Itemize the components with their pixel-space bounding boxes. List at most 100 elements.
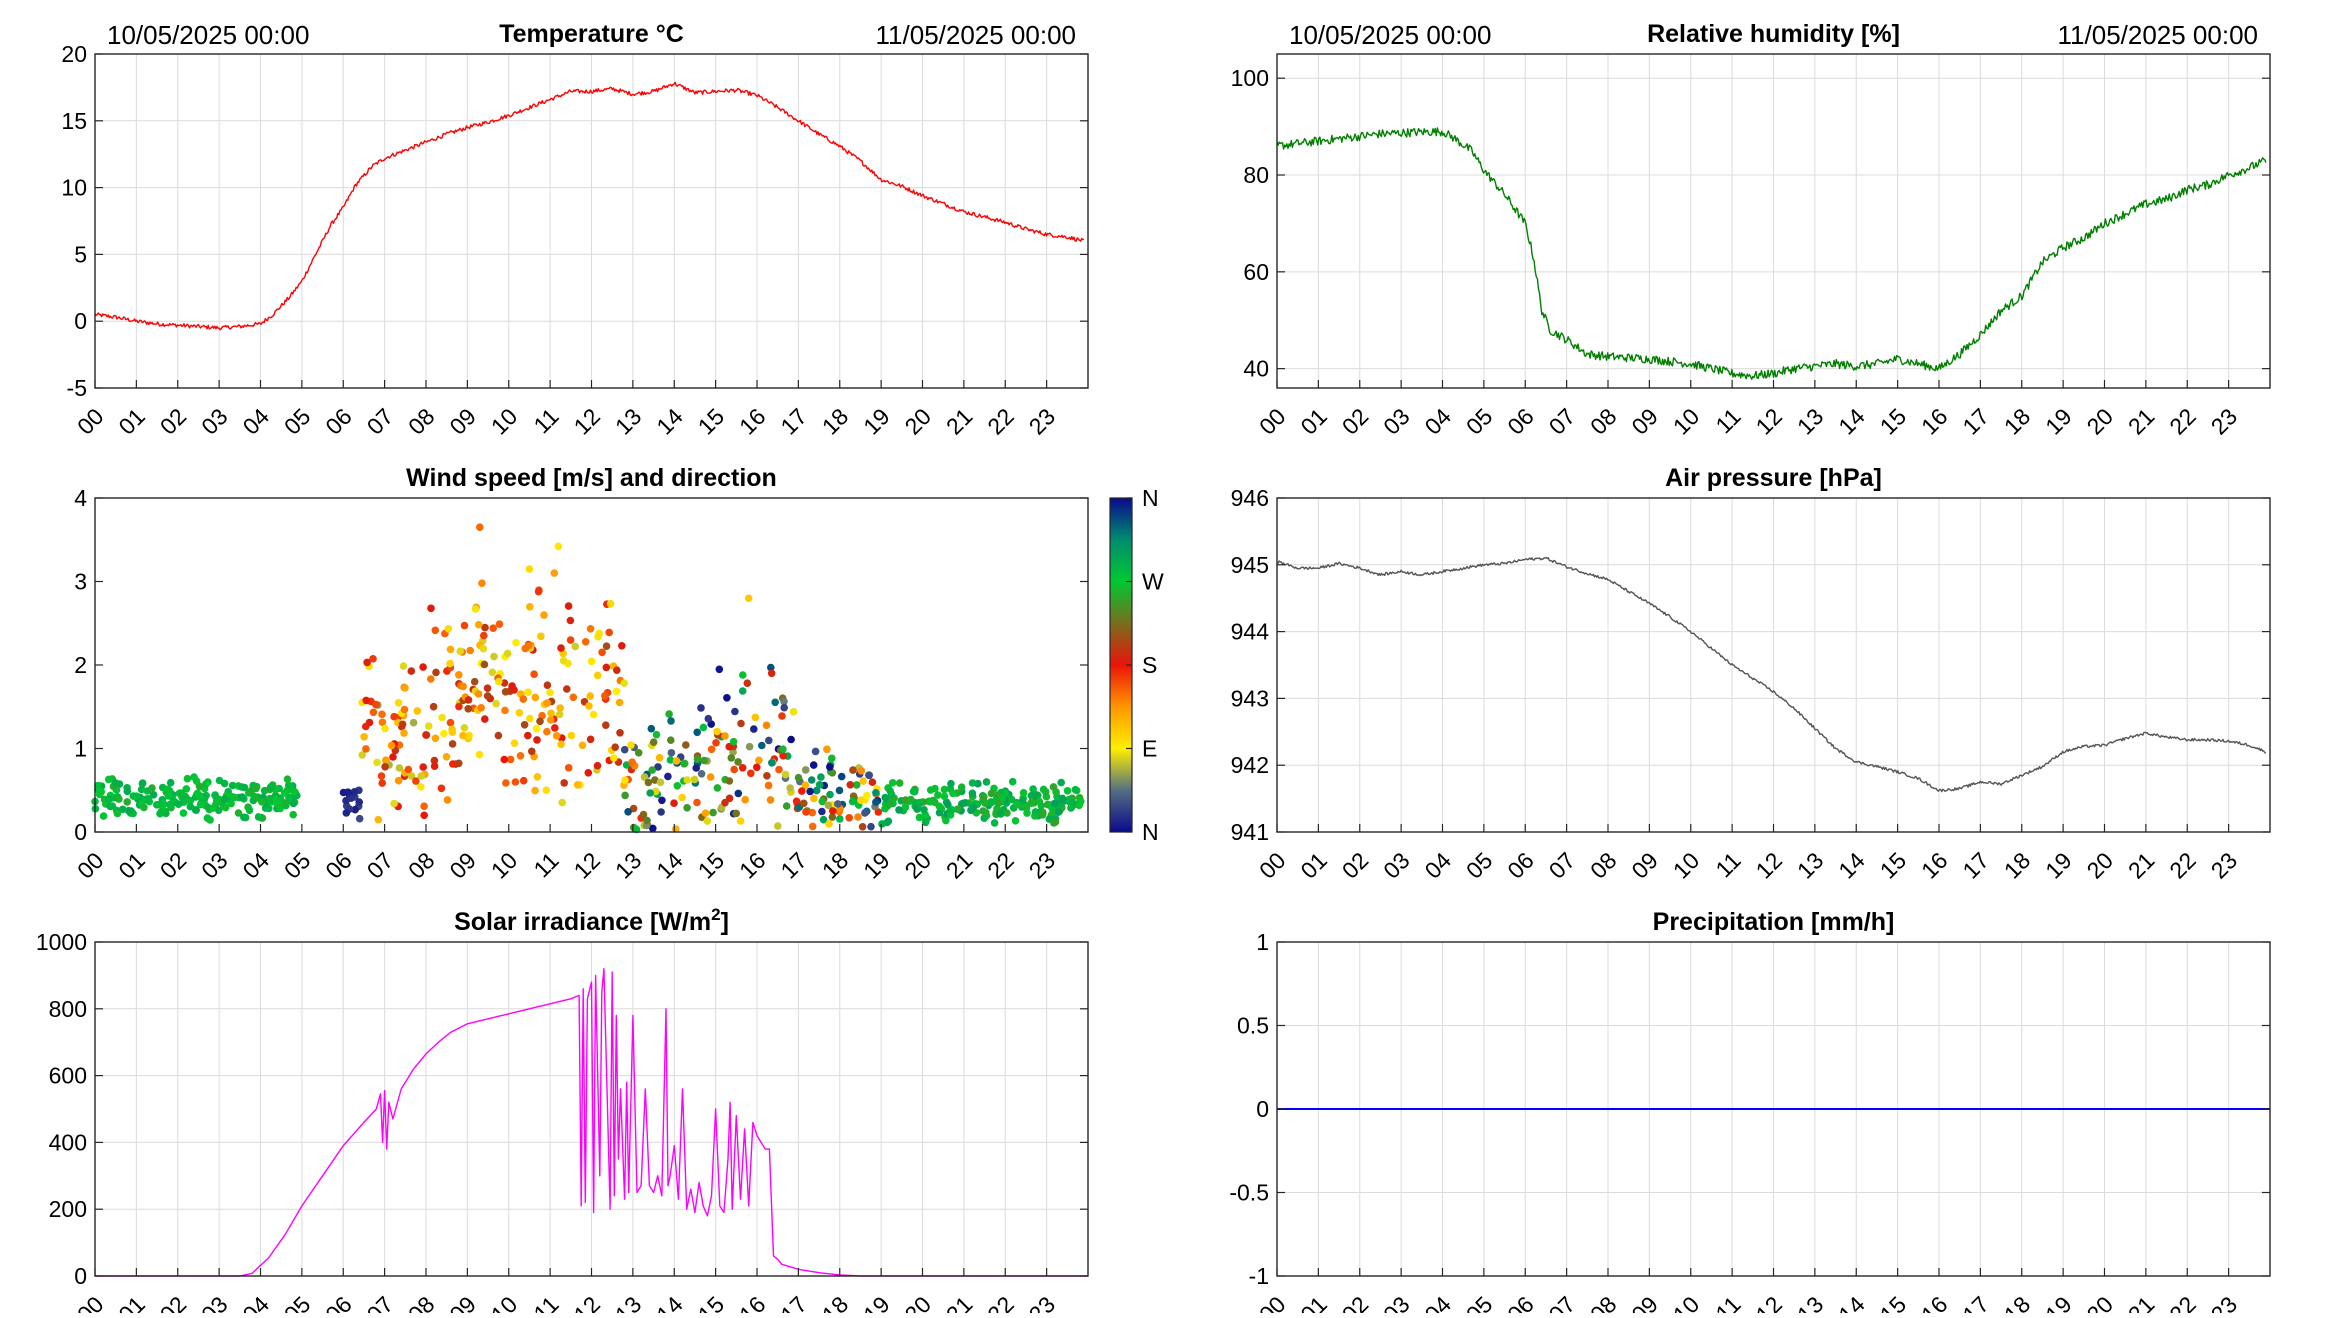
wind-point (755, 756, 763, 765)
solar-x-tick-label: 18 (817, 1291, 853, 1313)
wind-point (437, 784, 446, 793)
wind-point (132, 792, 141, 800)
wind-point (400, 705, 409, 714)
wind-point (707, 745, 716, 754)
precipitation-x-tick-label: 01 (1295, 1291, 1331, 1313)
solar-x-tick-label: 08 (403, 1291, 439, 1313)
wind-point (443, 796, 452, 804)
wind-point (845, 814, 853, 822)
wind-point (417, 783, 425, 791)
wind-point (419, 763, 428, 771)
wind-point (258, 798, 266, 806)
wind-point (825, 820, 833, 828)
wind-point (533, 736, 541, 744)
wind-point (872, 789, 880, 797)
wind-point (852, 781, 861, 789)
solar-x-tick-label: 15 (693, 1291, 729, 1313)
wind-x-tick-label: 01 (113, 847, 149, 883)
wind-point (692, 764, 700, 772)
temperature-x-tick-label: 12 (569, 403, 605, 439)
temperature-chart-title: Temperature °C (499, 20, 684, 48)
wind-point (399, 662, 408, 670)
wind-point (474, 690, 483, 698)
pressure-x-tick-label: 19 (2040, 847, 2076, 883)
temperature-x-tick-label: 11 (528, 403, 563, 438)
wind-point (895, 779, 904, 787)
wind-point (621, 776, 629, 784)
precipitation-y-tick-label: 0 (1256, 1096, 1269, 1122)
wind-point (835, 786, 844, 795)
wind-point (456, 647, 465, 655)
wind-point (285, 793, 293, 802)
wind-point (394, 776, 403, 785)
wind-point (283, 775, 292, 783)
wind-point (584, 769, 593, 777)
humidity-y-tick-label: 40 (1243, 356, 1269, 382)
precipitation-x-tick-label: 13 (1792, 1291, 1828, 1313)
wind-point (427, 675, 435, 683)
humidity-grid (1277, 54, 2270, 388)
wind-point (848, 797, 857, 806)
wind-point (886, 800, 894, 808)
humidity-x-tick-label: 20 (2082, 403, 2118, 439)
pressure-y-tick-label: 941 (1231, 819, 1269, 845)
wind-point (734, 789, 743, 798)
date-start-label: 10/05/2025 00:00 (107, 20, 309, 50)
precipitation-x-tick-label: 02 (1337, 1291, 1373, 1313)
humidity-x-tick-label: 06 (1502, 403, 1538, 439)
wind-point (753, 763, 761, 772)
wind-point (715, 665, 724, 674)
solar-chart: 0 200 400 600 800 1000 00 01 02 03 04 05 06 07 08 09 10 1… (36, 905, 1089, 1318)
wind-point (867, 822, 875, 831)
wind-point (528, 747, 536, 756)
wind-point (186, 802, 195, 811)
temperature-grid (95, 53, 1088, 389)
wind-point (378, 718, 387, 727)
pressure-x-tick-label: 05 (1461, 847, 1497, 883)
wind-point (605, 628, 613, 637)
temperature-x-tick-label: 06 (320, 403, 356, 439)
wind-point (747, 769, 755, 778)
wind-point (564, 764, 573, 772)
wind-point (394, 699, 403, 707)
wind-point (789, 708, 798, 716)
temperature-y-tick-label: 5 (74, 241, 87, 267)
wind-point (398, 720, 407, 729)
pressure-x-tick-label: 11 (1710, 847, 1745, 882)
wind-point (563, 685, 571, 693)
wind-point (431, 734, 440, 743)
wind-point (1018, 797, 1027, 805)
humidity-x-tick-label: 23 (2206, 403, 2242, 439)
wind-point (615, 698, 624, 707)
wind-point (372, 700, 380, 709)
wind-point (775, 765, 783, 774)
wind-point (240, 813, 248, 822)
wind-point (230, 793, 239, 802)
solar-y-tick-label: 600 (49, 1063, 87, 1089)
wind-point (369, 708, 378, 717)
precipitation-x-tick-label: 10 (1668, 1291, 1704, 1313)
date-end-label: 11/05/2025 00:00 (876, 20, 1076, 50)
precipitation-x-tick-label: 05 (1461, 1291, 1497, 1313)
wind-point (166, 778, 175, 787)
temperature-x-tick-label: 20 (900, 403, 936, 439)
wind-point (455, 702, 463, 711)
wind-y-tick-label: 0 (74, 819, 87, 845)
humidity-x-tick-label: 19 (2040, 403, 2076, 439)
wind-point (395, 764, 404, 772)
wind-point (787, 735, 795, 744)
wind-point (501, 688, 510, 696)
wind-point (738, 764, 747, 772)
wind-point (438, 713, 446, 722)
wind-point (640, 773, 649, 781)
wind-point (658, 796, 666, 805)
wind-point (554, 542, 563, 551)
pressure-x-tick-label: 18 (1999, 847, 2035, 883)
wind-point (460, 621, 469, 630)
wind-point (713, 727, 721, 736)
wind-point (585, 702, 593, 710)
wind-point (721, 732, 729, 740)
wind-point (1075, 801, 1083, 810)
wind-point (512, 638, 520, 647)
wind-point (823, 745, 831, 754)
